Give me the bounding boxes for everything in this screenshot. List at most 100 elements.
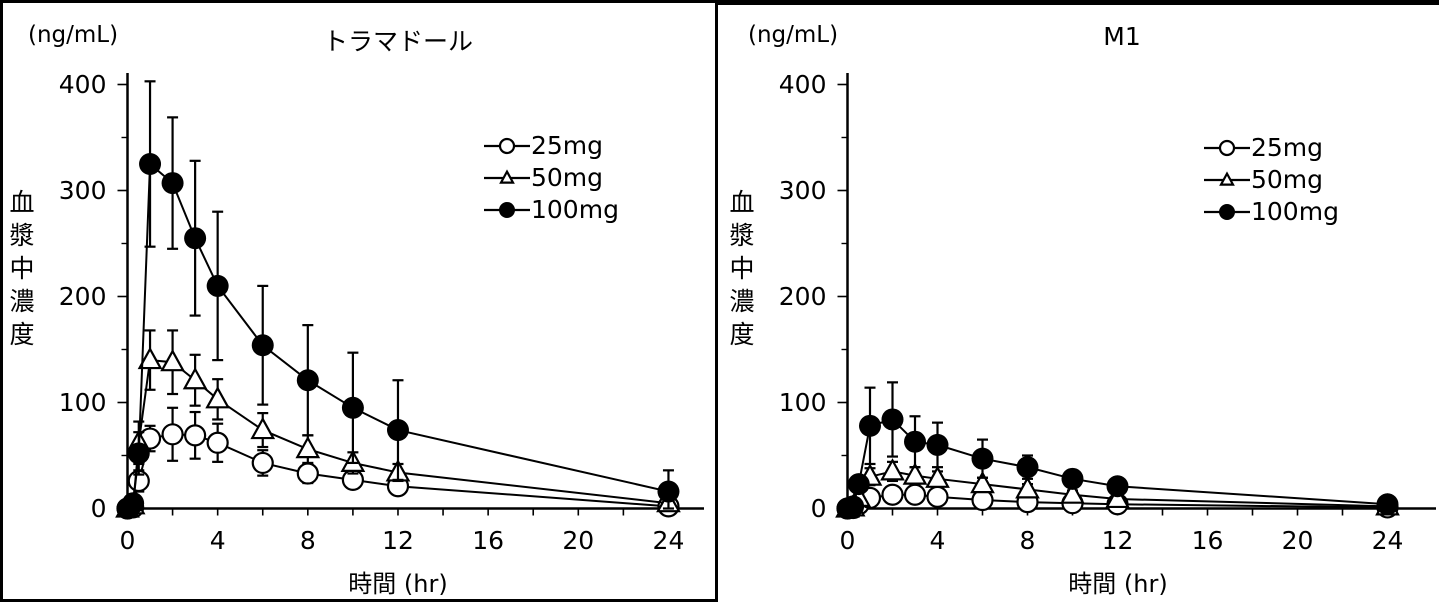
filled-circle-marker-icon <box>904 430 926 453</box>
series-100mg <box>836 381 1399 520</box>
x-tick-label: 24 <box>652 526 685 555</box>
legend-label: 100mg <box>1251 197 1339 226</box>
filled-circle-marker-icon <box>1219 204 1235 220</box>
y-tick-label: 300 <box>778 175 827 205</box>
legend-label: 25mg <box>531 131 604 160</box>
left-x-axis-label: 時間 (hr) <box>348 570 448 598</box>
filled-circle-marker-icon <box>251 334 274 357</box>
open-triangle-marker-icon <box>160 348 185 372</box>
filled-circle-marker-icon <box>499 202 515 218</box>
filled-circle-marker-icon <box>341 396 364 419</box>
legend-item-100mg: 100mg <box>484 194 619 226</box>
y-tick-label: 400 <box>58 69 107 99</box>
open-triangle-marker-icon <box>137 346 163 370</box>
open-circle-marker-icon <box>498 137 516 155</box>
open-circle-marker-icon <box>903 483 927 506</box>
open-triangle-marker-icon <box>205 386 231 409</box>
open-triangle-marker-icon <box>925 465 950 488</box>
right-y-axis-label: 血漿中濃度 <box>729 188 755 349</box>
open-circle-marker-icon <box>161 423 184 446</box>
legend-marker <box>484 202 530 218</box>
open-circle-marker-icon <box>296 462 319 485</box>
legend-item-50mg: 50mg <box>1204 164 1339 196</box>
legend-marker <box>484 169 530 184</box>
x-tick-label: 24 <box>1371 526 1404 555</box>
x-tick-label: 8 <box>299 526 316 555</box>
filled-circle-marker-icon <box>657 480 680 503</box>
legend-marker <box>1204 139 1250 157</box>
filled-circle-marker-icon <box>971 447 994 470</box>
y-tick-label: 0 <box>810 493 827 523</box>
open-triangle-marker-icon <box>1219 171 1235 186</box>
legend-item-25mg: 25mg <box>1204 132 1339 164</box>
open-circle-marker-icon <box>926 485 949 508</box>
y-tick-label: 200 <box>778 281 827 311</box>
x-tick-label: 12 <box>1101 526 1134 555</box>
legend-marker <box>484 137 530 155</box>
filled-circle-marker-icon <box>1061 467 1084 490</box>
legend-marker <box>1204 171 1250 186</box>
open-circle-marker-icon <box>1218 139 1236 157</box>
right-legend: 25mg 50mg 100mg <box>1204 132 1339 228</box>
x-tick-label: 12 <box>382 526 414 555</box>
open-circle-marker-icon <box>206 431 229 454</box>
filled-circle-marker-icon <box>847 473 870 496</box>
open-triangle-marker-icon <box>250 416 276 440</box>
x-tick-label: 16 <box>472 526 505 555</box>
legend-label: 100mg <box>531 195 619 224</box>
right-chart-title: M1 <box>1103 22 1141 51</box>
right-unit-label: (ng/mL) <box>748 22 839 48</box>
left-chart-title: トラマドール <box>322 27 473 56</box>
y-tick-label: 100 <box>58 387 107 417</box>
open-circle-marker-icon <box>881 483 904 506</box>
legend-marker <box>1204 204 1250 220</box>
y-tick-label: 100 <box>778 387 827 417</box>
open-triangle-marker-icon <box>182 366 208 390</box>
legend-label: 25mg <box>1251 133 1324 162</box>
open-triangle-marker-icon <box>970 470 995 494</box>
y-tick-label: 200 <box>58 281 107 311</box>
x-tick-label: 4 <box>209 526 226 555</box>
filled-circle-marker-icon <box>296 369 319 392</box>
filled-circle-marker-icon <box>926 433 949 456</box>
open-triangle-marker-icon <box>499 169 515 184</box>
left-y-axis-label: 血漿中濃度 <box>9 188 35 349</box>
legend-label: 50mg <box>1251 165 1324 194</box>
filled-circle-marker-icon <box>122 492 145 515</box>
filled-circle-marker-icon <box>184 227 207 250</box>
filled-circle-marker-icon <box>161 172 184 195</box>
right-panel-top-border <box>715 0 1439 5</box>
x-tick-label: 16 <box>1191 526 1224 555</box>
open-circle-marker-icon <box>251 451 274 475</box>
filled-circle-marker-icon <box>127 442 150 465</box>
filled-circle-marker-icon <box>386 419 409 442</box>
x-tick-label: 20 <box>1281 526 1314 555</box>
left-panel-border <box>0 0 718 602</box>
filled-circle-marker-icon <box>139 153 162 175</box>
filled-circle-marker-icon <box>859 414 881 437</box>
filled-circle-marker-icon <box>842 495 865 518</box>
open-triangle-marker-icon <box>1060 481 1085 504</box>
x-tick-label: 8 <box>1019 526 1036 555</box>
open-triangle-marker-icon <box>1105 485 1130 509</box>
x-tick-label: 0 <box>839 526 856 555</box>
legend-item-25mg: 25mg <box>484 130 619 162</box>
x-tick-label: 20 <box>562 526 595 555</box>
filled-circle-marker-icon <box>1016 456 1039 479</box>
y-tick-label: 400 <box>778 69 827 99</box>
x-tick-label: 4 <box>929 526 946 555</box>
legend-label: 50mg <box>531 163 604 192</box>
filled-circle-marker-icon <box>206 274 229 297</box>
filled-circle-marker-icon <box>1106 475 1129 498</box>
open-triangle-marker-icon <box>295 435 321 459</box>
y-tick-label: 300 <box>58 175 107 205</box>
y-tick-label: 0 <box>90 493 107 523</box>
left-legend: 25mg 50mg 100mg <box>484 130 619 226</box>
filled-circle-marker-icon <box>881 408 904 431</box>
filled-circle-marker-icon <box>1376 493 1399 516</box>
series-100mg <box>116 80 680 520</box>
open-circle-marker-icon <box>184 424 207 447</box>
legend-item-50mg: 50mg <box>484 162 619 194</box>
